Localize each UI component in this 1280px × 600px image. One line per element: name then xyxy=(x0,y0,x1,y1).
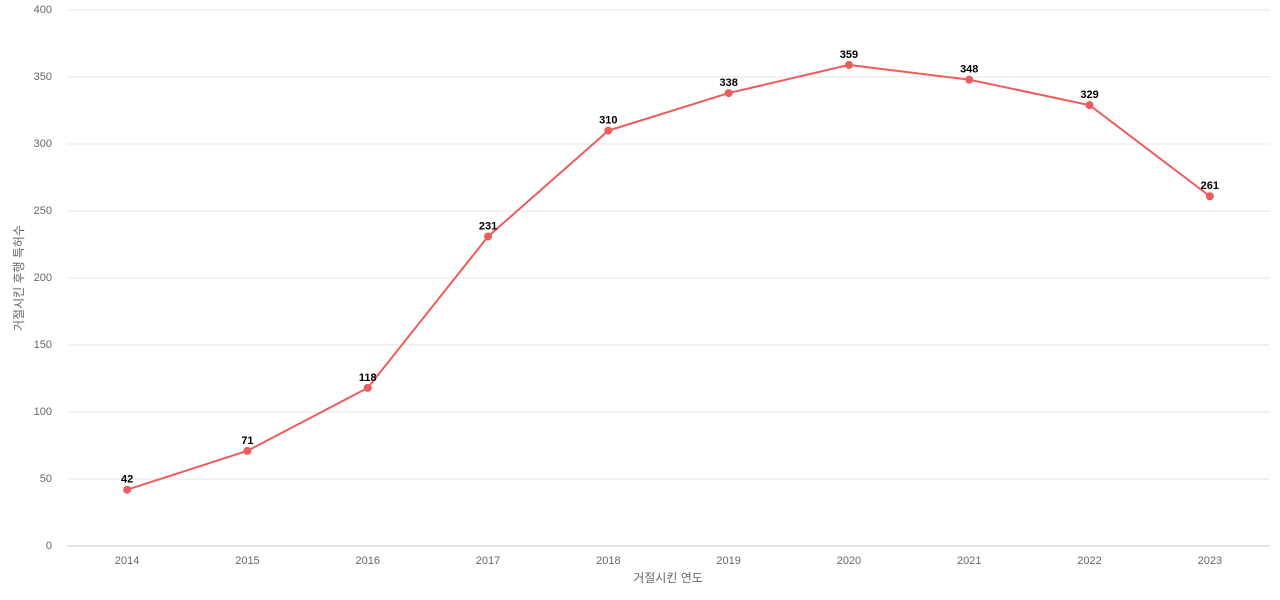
x-tick-label: 2018 xyxy=(596,555,620,567)
point xyxy=(965,75,974,84)
y-tick-label: 250 xyxy=(34,205,52,217)
y-tick-label: 300 xyxy=(34,138,52,150)
y-axis-title: 거절시킨 후행 특허수 xyxy=(11,225,26,331)
data-label: 42 xyxy=(121,474,133,486)
line xyxy=(126,63,1211,491)
y-tick-label: 50 xyxy=(40,473,52,485)
point xyxy=(484,232,493,241)
x-tick-label: 2015 xyxy=(235,555,259,567)
x-tick-label: 2016 xyxy=(356,555,380,567)
point xyxy=(123,485,132,494)
data-label: 348 xyxy=(960,64,978,76)
y-tick-label: 200 xyxy=(34,272,52,284)
y-tick-label: 400 xyxy=(34,4,52,16)
x-axis-title: 거절시킨 연도 xyxy=(633,571,703,585)
x-tick-label: 2021 xyxy=(957,555,981,567)
y-tick-label: 350 xyxy=(34,71,52,83)
data-label: 338 xyxy=(719,77,737,89)
data-label: 329 xyxy=(1080,89,1098,101)
y-tick-label: 0 xyxy=(46,540,52,552)
data-label: 118 xyxy=(359,372,377,384)
point xyxy=(1085,101,1094,110)
point xyxy=(604,126,613,135)
data-label: 231 xyxy=(479,220,497,232)
point xyxy=(1205,192,1214,201)
x-tick-label: 2023 xyxy=(1198,555,1222,567)
data-label: 359 xyxy=(840,49,858,61)
data-label: 310 xyxy=(599,115,617,127)
y-tick-label: 150 xyxy=(34,339,52,351)
data-label: 261 xyxy=(1201,180,1219,192)
y-tick-label: 100 xyxy=(34,406,52,418)
x-tick-label: 2020 xyxy=(837,555,861,567)
point xyxy=(844,60,853,69)
x-tick-label: 2014 xyxy=(115,555,139,567)
x-tick-label: 2019 xyxy=(716,555,740,567)
point xyxy=(363,383,372,392)
data-label: 71 xyxy=(241,435,253,447)
x-tick-label: 2017 xyxy=(476,555,500,567)
point xyxy=(724,89,733,98)
x-tick-label: 2022 xyxy=(1077,555,1101,567)
point xyxy=(243,446,252,455)
